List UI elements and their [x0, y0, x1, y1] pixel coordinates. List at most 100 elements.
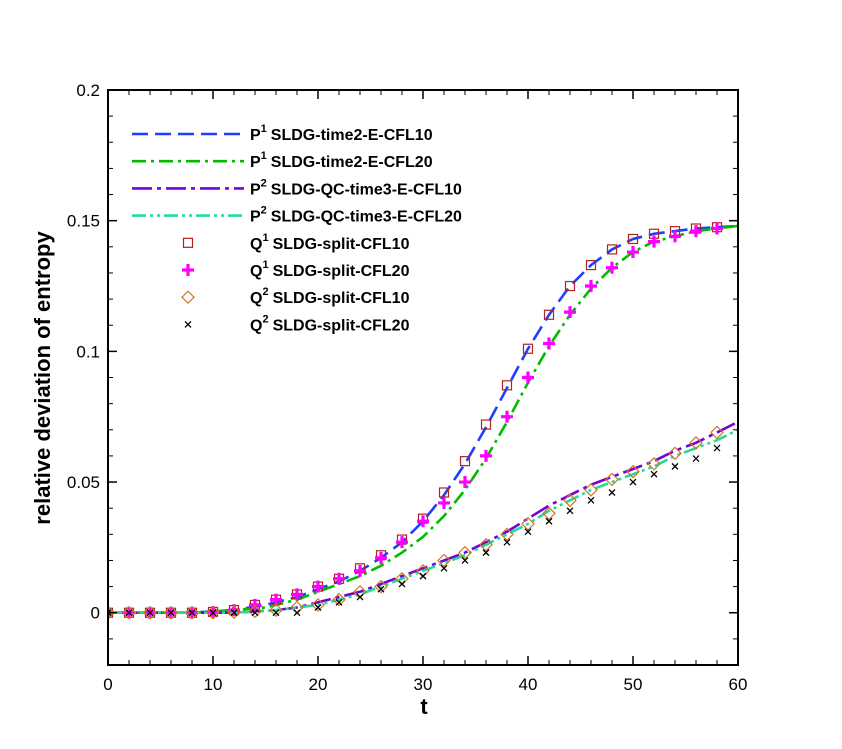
data-point: [272, 609, 280, 617]
data-point: [522, 371, 534, 384]
x-tick-label: 10: [204, 675, 223, 694]
data-point: [227, 605, 241, 620]
data-point: [396, 536, 408, 549]
data-point: [713, 444, 721, 452]
data-point: [627, 246, 639, 259]
y-axis-title: relative deviation of entropy: [30, 231, 55, 525]
series-line: [108, 420, 738, 614]
series-3: [108, 420, 738, 614]
data-point: [459, 456, 471, 467]
data-point: [626, 464, 640, 479]
x-tick-label: 20: [309, 675, 328, 694]
data-point: [563, 493, 577, 508]
legend-entry: P2 SLDG-QC-time3-E-CFL20: [132, 205, 462, 226]
data-point: [108, 605, 115, 620]
data-point: [606, 244, 618, 255]
data-point: [479, 537, 493, 552]
legend-entry: Q1 SLDG-split-CFL20: [182, 259, 410, 280]
series-1: [108, 224, 738, 614]
series-5: [108, 222, 723, 618]
data-point: [269, 603, 283, 617]
data-point: [501, 380, 513, 391]
legend-entry: P1 SLDG-time2-E-CFL10: [132, 123, 433, 144]
legend-entry: Q2 SLDG-split-CFL10: [181, 286, 410, 307]
x-tick-label: 60: [729, 675, 748, 694]
legend-swatch-marker: [182, 264, 194, 276]
data-point: [440, 564, 448, 572]
data-point: [206, 605, 220, 620]
data-point: [500, 527, 514, 542]
legend-label: Q1 SLDG-split-CFL10: [250, 232, 410, 253]
data-point: [122, 605, 136, 620]
data-point: [461, 556, 469, 564]
axis-layer: 0 10 20 30 40 50 60 0 0.05 0.1 0.15 0.2: [67, 81, 748, 694]
data-point: [543, 337, 555, 350]
data-point: [480, 419, 492, 430]
plot-frame: [107, 89, 739, 666]
series-8: [108, 444, 721, 617]
data-point: [564, 280, 576, 292]
data-point: [291, 588, 303, 601]
data-point: [669, 230, 681, 243]
data-point: [354, 564, 366, 577]
data-point: [333, 572, 345, 585]
data-point: [606, 261, 618, 274]
data-point: [605, 472, 619, 487]
data-point: [587, 496, 595, 504]
data-point: [398, 580, 406, 588]
series-2: [108, 224, 738, 614]
data-point: [503, 538, 511, 546]
data-point: [501, 410, 513, 423]
data-point: [312, 580, 324, 593]
y-tick-label: 0.2: [76, 81, 100, 100]
y-tick-label: 0: [91, 604, 100, 623]
series-4: [108, 428, 738, 614]
data-point: [647, 456, 661, 471]
x-tick-label: 40: [519, 675, 538, 694]
data-point: [458, 545, 472, 560]
series-line: [108, 224, 738, 614]
data-point: [650, 470, 658, 478]
data-point: [146, 609, 154, 617]
data-point: [108, 609, 112, 617]
series-line: [108, 224, 738, 614]
data-point: [188, 609, 196, 617]
data-point: [419, 572, 427, 580]
data-point: [437, 553, 451, 568]
x-tick-label: 50: [624, 675, 643, 694]
data-point: [377, 585, 385, 593]
y-tick-label: 0.1: [76, 342, 100, 361]
x-axis-title: t: [420, 694, 428, 719]
data-point: [167, 609, 175, 617]
series-layer: [108, 222, 738, 620]
data-point: [689, 435, 703, 450]
data-point: [125, 609, 133, 617]
data-point: [332, 592, 346, 607]
legend-swatch-marker: [184, 320, 192, 328]
data-point: [459, 476, 471, 489]
data-point: [209, 609, 217, 617]
data-point: [668, 446, 682, 461]
legend-entry: Q1 SLDG-split-CFL10: [182, 232, 410, 253]
data-point: [711, 222, 723, 235]
legend-entry: P1 SLDG-time2-E-CFL20: [132, 150, 433, 171]
x-tick-label: 30: [414, 675, 433, 694]
legend-entry: P2 SLDG-QC-time3-E-CFL10: [132, 177, 462, 198]
data-point: [356, 593, 364, 601]
x-tick-label: 0: [103, 675, 112, 694]
data-point: [185, 605, 199, 620]
y-tick-label: 0.15: [67, 212, 100, 231]
legend-label: P1 SLDG-time2-E-CFL10: [250, 123, 433, 144]
y-tick-label: 0.05: [67, 473, 100, 492]
data-point: [692, 455, 700, 462]
data-point: [143, 605, 157, 620]
data-point: [374, 579, 388, 594]
legend-label: P2 SLDG-QC-time3-E-CFL20: [250, 205, 462, 226]
data-point: [584, 483, 598, 497]
series-7: [108, 425, 724, 620]
data-point: [522, 343, 534, 354]
data-point: [438, 496, 450, 509]
data-point: [629, 478, 637, 486]
data-point: [671, 462, 679, 470]
legend-label: Q2 SLDG-split-CFL10: [250, 286, 410, 307]
